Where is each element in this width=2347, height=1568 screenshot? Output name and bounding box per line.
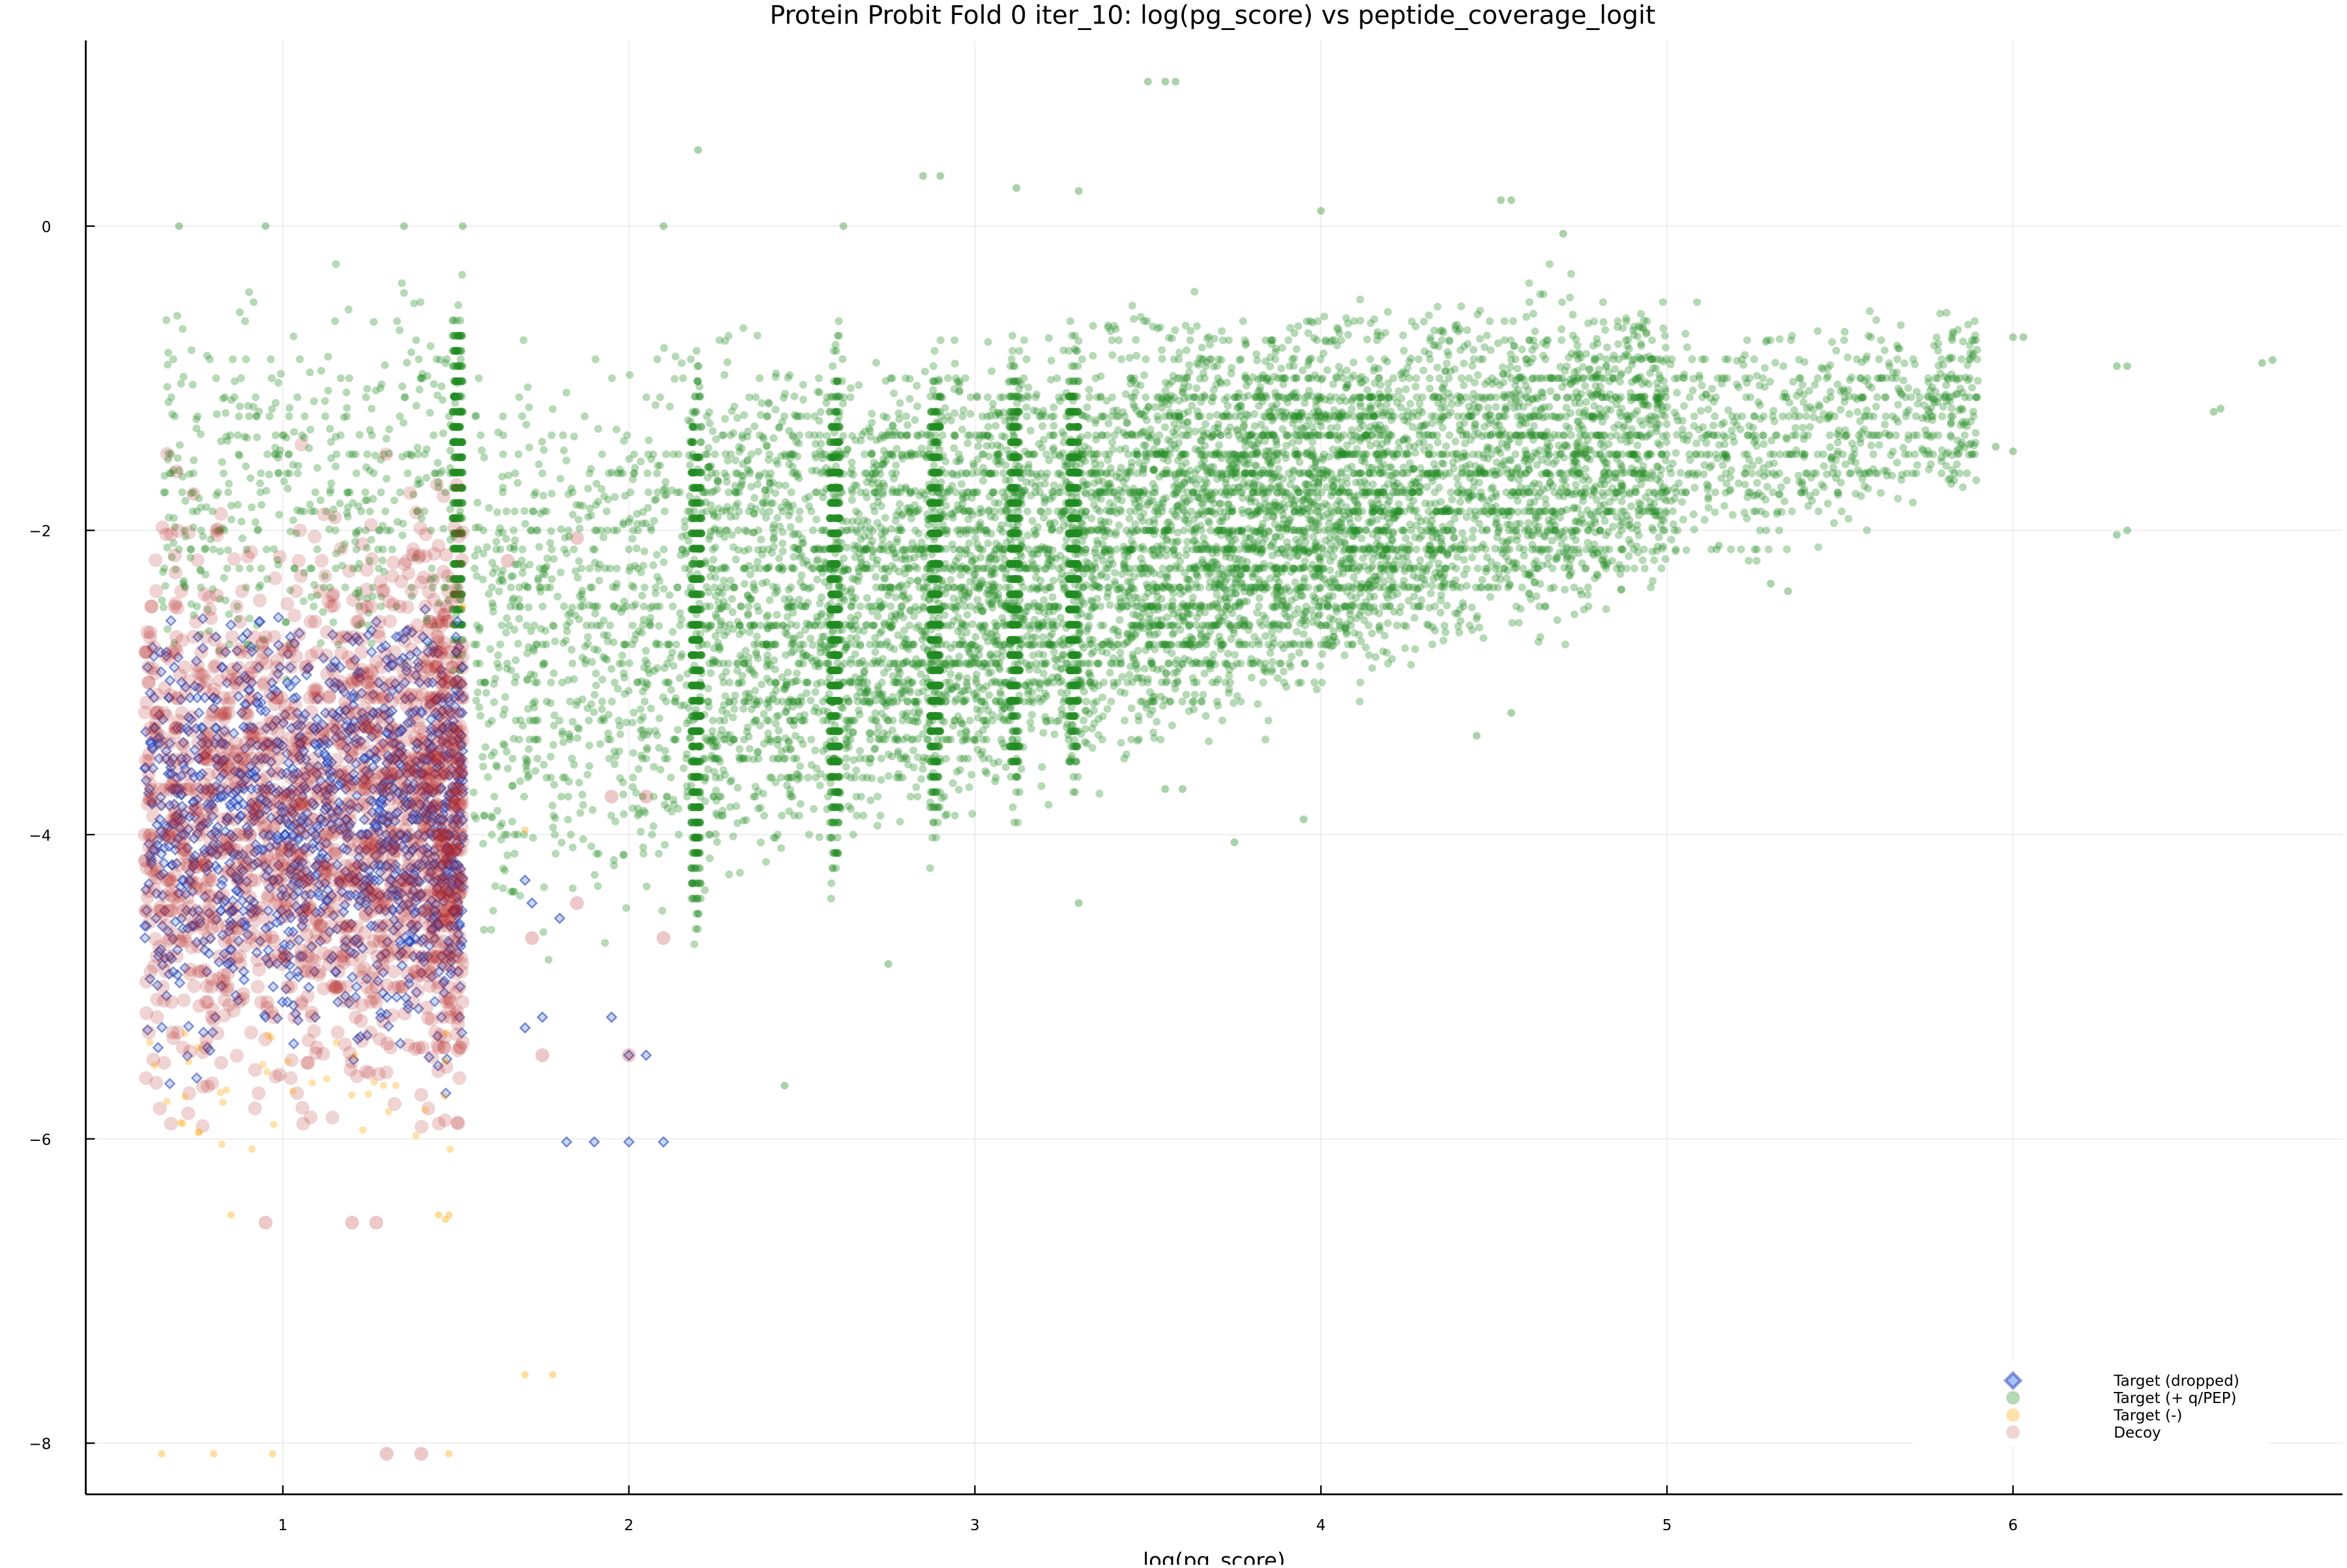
x-axis-label: log(pg_score): [1143, 1548, 1285, 1565]
legend-label: Decoy: [2114, 1425, 2161, 1442]
x-tick-label: 3: [970, 1517, 980, 1534]
y-tick-label: −4: [29, 827, 51, 844]
x-tick-label: 6: [2008, 1517, 2018, 1534]
legend-circle-icon: [2006, 1391, 2020, 1405]
x-tick-label: 2: [624, 1517, 634, 1534]
legend-label: Target (-): [2113, 1407, 2182, 1424]
x-tick-label: 4: [1316, 1517, 1326, 1534]
legend-circle-icon: [2006, 1425, 2020, 1439]
legend-label: Target (+ q/PEP): [2113, 1390, 2236, 1407]
x-tick-label: 1: [278, 1517, 288, 1534]
legend-circle-icon: [2006, 1408, 2020, 1422]
legend-label: Target (dropped): [2113, 1373, 2239, 1390]
y-tick-label: −8: [29, 1436, 51, 1453]
y-tick-label: 0: [42, 219, 52, 236]
y-tick-label: −6: [29, 1132, 51, 1149]
legend: Target (dropped)Target (+ q/PEP)Target (…: [1913, 1359, 2269, 1446]
x-tick-label: 5: [1662, 1517, 1672, 1534]
y-tick-label: −2: [29, 524, 51, 540]
chart-title: Protein Probit Fold 0 iter_10: log(pg_sc…: [770, 1, 1656, 31]
